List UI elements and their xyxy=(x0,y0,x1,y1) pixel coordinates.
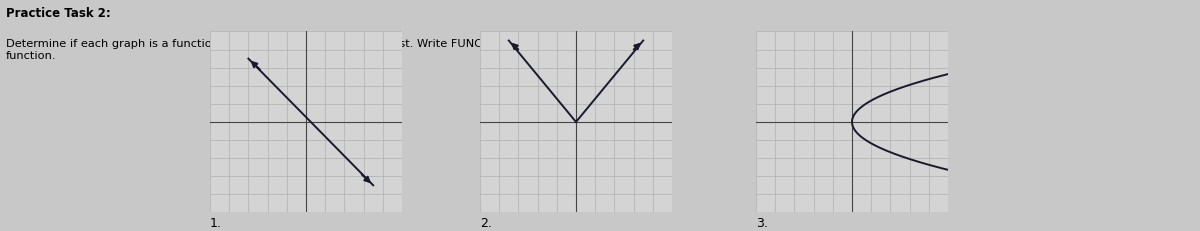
Text: 2.: 2. xyxy=(480,216,492,229)
Text: Practice Task 2:: Practice Task 2: xyxy=(6,7,110,20)
Text: Determine if each graph is a function or not using the vertical line test. Write: Determine if each graph is a function or… xyxy=(6,39,666,61)
Text: 3.: 3. xyxy=(756,216,768,229)
Text: 1.: 1. xyxy=(210,216,222,229)
